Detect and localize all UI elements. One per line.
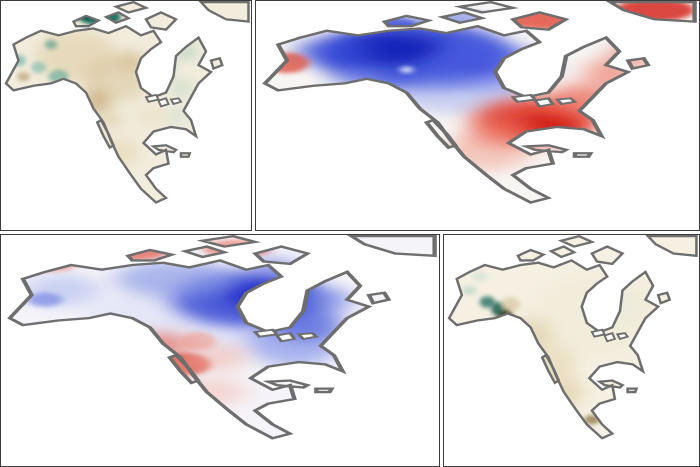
map-canvas (1, 235, 439, 466)
map-canvas (444, 235, 699, 466)
map-panel-top-left-brown-teal (0, 0, 252, 231)
map-panel-top-right-blue-red (255, 0, 700, 231)
map-panel-bottom-left-blue-red (0, 234, 440, 467)
map-canvas (1, 1, 251, 230)
map-canvas (256, 1, 699, 230)
map-panel-bottom-right-brown-teal (443, 234, 700, 467)
